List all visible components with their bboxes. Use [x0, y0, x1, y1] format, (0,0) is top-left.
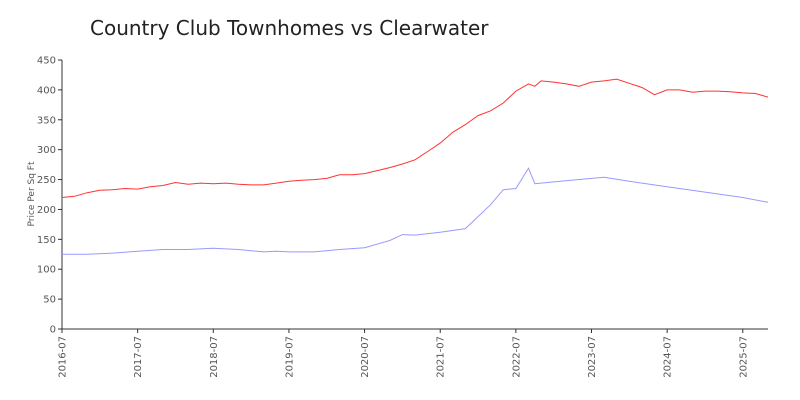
x-tick-label: 2016-07	[58, 336, 69, 378]
x-axis: 2016-07 2017-07 2018-07 2019-07 2020-07 2021-…	[58, 328, 768, 378]
x-tick-label: 2017-07	[133, 336, 144, 378]
chart-title: Country Club Townhomes vs Clearwater	[90, 16, 489, 40]
y-tick-label: 450	[37, 56, 56, 67]
series-line-1	[61, 78, 769, 198]
x-tick-label: 2019-07	[284, 336, 295, 378]
y-tick-label: 100	[37, 265, 56, 276]
x-tick-label: 2023-07	[587, 336, 598, 378]
y-tick-label: 350	[37, 115, 56, 126]
x-tick-label: 2022-07	[511, 336, 522, 378]
y-tick-label: 150	[37, 235, 56, 246]
y-tick-label: 200	[37, 205, 56, 216]
y-tick-label: 0	[50, 325, 56, 336]
x-tick-label: 2025-07	[738, 336, 749, 378]
y-axis-title: Price Per Sq Ft	[27, 161, 37, 226]
x-tick-label: 2021-07	[436, 336, 447, 378]
x-tick-label: 2024-07	[663, 336, 674, 378]
y-tick-label: 250	[37, 175, 56, 186]
y-tick-label: 300	[37, 145, 56, 156]
series-layer	[61, 78, 769, 255]
y-tick-label: 400	[37, 85, 56, 96]
y-tick-label: 50	[43, 295, 56, 306]
x-tick-label: 2018-07	[209, 336, 220, 378]
series-line-2	[62, 167, 769, 255]
y-axis: 0 50 100 150 200 250 300 350 400 450	[37, 56, 63, 336]
x-tick-label: 2020-07	[360, 336, 371, 378]
